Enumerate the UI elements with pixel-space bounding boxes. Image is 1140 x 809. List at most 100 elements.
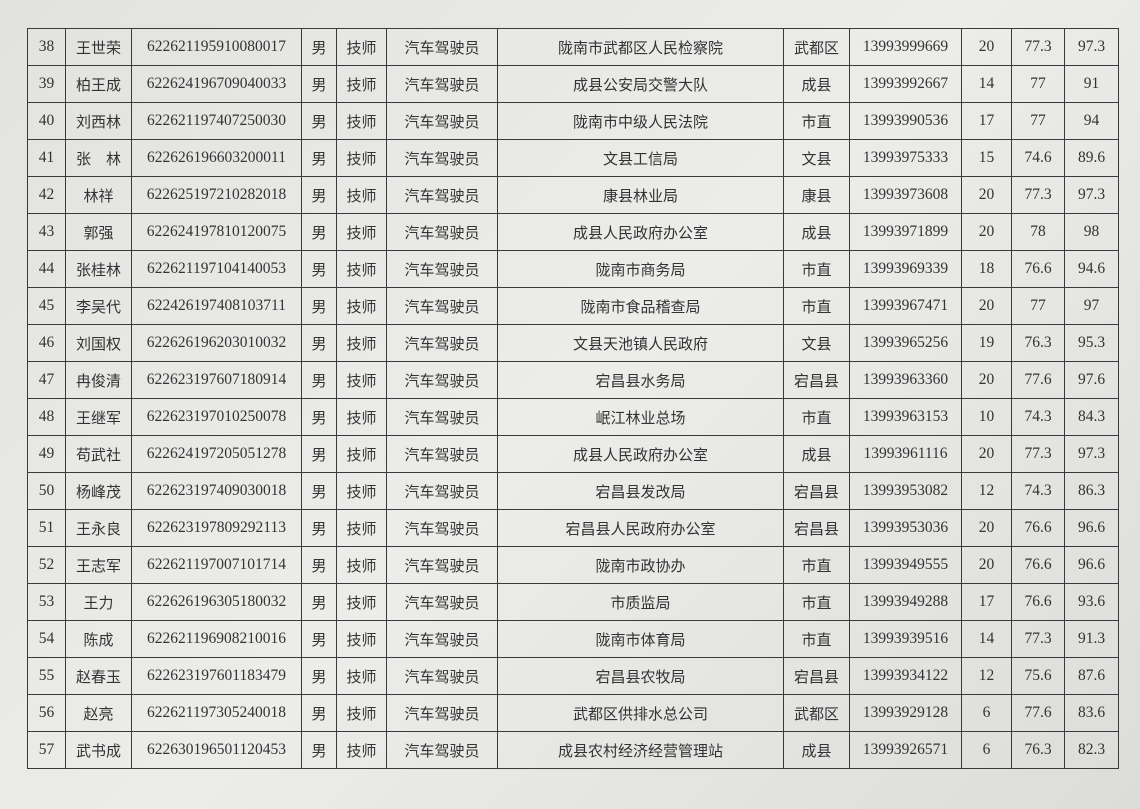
score1-cell: 17 xyxy=(961,102,1012,140)
row-number: 40 xyxy=(27,102,66,140)
row-number: 51 xyxy=(27,509,66,547)
unit-cell: 宕昌县农牧局 xyxy=(497,657,784,695)
id-number-cell: 622630196501120453 xyxy=(131,731,302,769)
personnel-table: 38 王世荣 622621195910080017 男技师 汽车驾驶员 陇南市武都区人民检… xyxy=(27,28,1119,769)
score1-cell: 20 xyxy=(961,287,1012,325)
area-cell: 市直 xyxy=(783,583,850,621)
job-cell: 汽车驾驶员 xyxy=(386,361,498,399)
row-number: 41 xyxy=(27,139,66,177)
title-cell: 技师 xyxy=(336,657,387,695)
gender-cell: 男 xyxy=(301,361,337,399)
table-row: 51 王永良 622623197809292113 男技师 汽车驾驶员 宕昌县人民政府办公… xyxy=(27,509,1119,547)
total-score-cell: 97.3 xyxy=(1064,28,1119,66)
phone-cell: 13993949555 xyxy=(849,546,962,584)
title-cell: 技师 xyxy=(336,287,387,325)
score2-cell: 77.3 xyxy=(1011,620,1065,658)
row-number: 54 xyxy=(27,620,66,658)
job-cell: 汽车驾驶员 xyxy=(386,176,498,214)
phone-cell: 13993973608 xyxy=(849,176,962,214)
area-cell: 成县 xyxy=(783,65,850,103)
job-cell: 汽车驾驶员 xyxy=(386,694,498,732)
score1-cell: 15 xyxy=(961,139,1012,177)
gender-cell: 男 xyxy=(301,546,337,584)
score2-cell: 77.6 xyxy=(1011,694,1065,732)
score2-cell: 77.3 xyxy=(1011,28,1065,66)
total-score-cell: 91.3 xyxy=(1064,620,1119,658)
score2-cell: 77.3 xyxy=(1011,435,1065,473)
title-cell: 技师 xyxy=(336,139,387,177)
unit-cell: 陇南市中级人民法院 xyxy=(497,102,784,140)
score2-cell: 78 xyxy=(1011,213,1065,251)
title-cell: 技师 xyxy=(336,324,387,362)
unit-cell: 陇南市体育局 xyxy=(497,620,784,658)
gender-cell: 男 xyxy=(301,472,337,510)
title-cell: 技师 xyxy=(336,176,387,214)
job-cell: 汽车驾驶员 xyxy=(386,28,498,66)
score1-cell: 17 xyxy=(961,583,1012,621)
id-number-cell: 622621195910080017 xyxy=(131,28,302,66)
title-cell: 技师 xyxy=(336,731,387,769)
row-number: 38 xyxy=(27,28,66,66)
phone-cell: 13993953036 xyxy=(849,509,962,547)
table-body: 38 王世荣 622621195910080017 男技师 汽车驾驶员 陇南市武都区人民检… xyxy=(27,28,1119,769)
unit-cell: 文县工信局 xyxy=(497,139,784,177)
score2-cell: 75.6 xyxy=(1011,657,1065,695)
name-cell: 刘国权 xyxy=(65,324,132,362)
area-cell: 市直 xyxy=(783,546,850,584)
job-cell: 汽车驾驶员 xyxy=(386,324,498,362)
id-number-cell: 622623197601183479 xyxy=(131,657,302,695)
name-cell: 苟武社 xyxy=(65,435,132,473)
name-cell: 王力 xyxy=(65,583,132,621)
score2-cell: 74.3 xyxy=(1011,472,1065,510)
title-cell: 技师 xyxy=(336,546,387,584)
area-cell: 成县 xyxy=(783,213,850,251)
name-cell: 王世荣 xyxy=(65,28,132,66)
unit-cell: 陇南市武都区人民检察院 xyxy=(497,28,784,66)
area-cell: 文县 xyxy=(783,139,850,177)
unit-cell: 武都区供排水总公司 xyxy=(497,694,784,732)
table-row: 40 刘西林 622621197407250030 男技师 汽车驾驶员 陇南市中级人民法院… xyxy=(27,102,1119,140)
table-row: 41 张 林 622626196603200011 男技师 汽车驾驶员 文县工信局 文县 13… xyxy=(27,139,1119,177)
unit-cell: 宕昌县水务局 xyxy=(497,361,784,399)
id-number-cell: 622621197305240018 xyxy=(131,694,302,732)
job-cell: 汽车驾驶员 xyxy=(386,620,498,658)
score1-cell: 6 xyxy=(961,731,1012,769)
gender-cell: 男 xyxy=(301,657,337,695)
job-cell: 汽车驾驶员 xyxy=(386,139,498,177)
name-cell: 赵春玉 xyxy=(65,657,132,695)
gender-cell: 男 xyxy=(301,620,337,658)
id-number-cell: 622624197810120075 xyxy=(131,213,302,251)
id-number-cell: 622625197210282018 xyxy=(131,176,302,214)
unit-cell: 成县人民政府办公室 xyxy=(497,213,784,251)
id-number-cell: 622623197607180914 xyxy=(131,361,302,399)
row-number: 45 xyxy=(27,287,66,325)
title-cell: 技师 xyxy=(336,509,387,547)
total-score-cell: 82.3 xyxy=(1064,731,1119,769)
gender-cell: 男 xyxy=(301,65,337,103)
name-cell: 陈成 xyxy=(65,620,132,658)
row-number: 43 xyxy=(27,213,66,251)
area-cell: 市直 xyxy=(783,287,850,325)
table-row: 48 王继军 622623197010250078 男技师 汽车驾驶员 岷江林业总场 市直 1… xyxy=(27,398,1119,436)
unit-cell: 宕昌县发改局 xyxy=(497,472,784,510)
gender-cell: 男 xyxy=(301,213,337,251)
row-number: 48 xyxy=(27,398,66,436)
table-row: 50 杨峰茂 622623197409030018 男技师 汽车驾驶员 宕昌县发改局 宕昌县… xyxy=(27,472,1119,510)
job-cell: 汽车驾驶员 xyxy=(386,435,498,473)
score1-cell: 20 xyxy=(961,509,1012,547)
score2-cell: 76.3 xyxy=(1011,324,1065,362)
phone-cell: 13993969339 xyxy=(849,250,962,288)
phone-cell: 13993990536 xyxy=(849,102,962,140)
total-score-cell: 89.6 xyxy=(1064,139,1119,177)
table-row: 49 苟武社 622624197205051278 男技师 汽车驾驶员 成县人民政府办公室… xyxy=(27,435,1119,473)
job-cell: 汽车驾驶员 xyxy=(386,731,498,769)
title-cell: 技师 xyxy=(336,620,387,658)
phone-cell: 13993965256 xyxy=(849,324,962,362)
unit-cell: 陇南市食品稽查局 xyxy=(497,287,784,325)
score2-cell: 74.6 xyxy=(1011,139,1065,177)
job-cell: 汽车驾驶员 xyxy=(386,657,498,695)
title-cell: 技师 xyxy=(336,102,387,140)
score1-cell: 12 xyxy=(961,472,1012,510)
area-cell: 宕昌县 xyxy=(783,361,850,399)
table-row: 46 刘国权 622626196203010032 男技师 汽车驾驶员 文县天池镇人民政府… xyxy=(27,324,1119,362)
